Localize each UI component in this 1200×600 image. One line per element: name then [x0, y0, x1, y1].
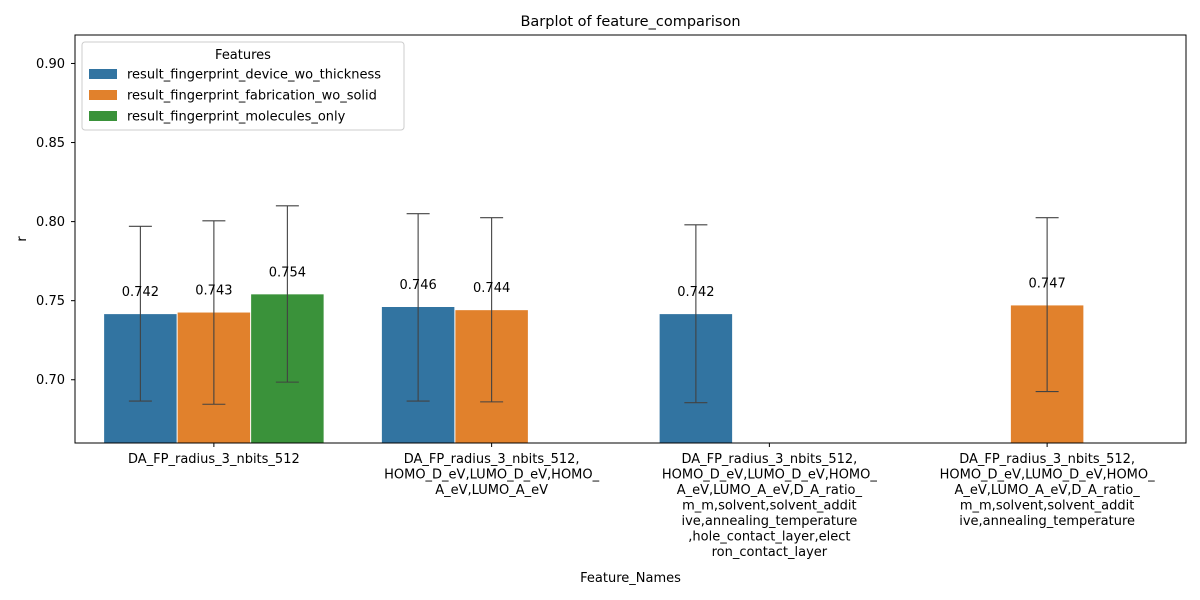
data-label-1-1: 0.744 — [473, 281, 510, 296]
x-axis-label: Feature_Names — [580, 571, 681, 586]
x-tick-label-line: ive,annealing_temperature — [959, 514, 1135, 529]
x-tick-label-line: ive,annealing_temperature — [681, 514, 857, 529]
y-axis-label: r — [15, 236, 30, 242]
legend-swatch-2 — [89, 111, 117, 121]
y-tick-label-3: 0.85 — [36, 136, 65, 151]
x-tick-label-line: HOMO_D_eV,LUMO_D_eV,HOMO_ — [940, 468, 1156, 483]
x-tick-label-line: DA_FP_radius_3_nbits_512, — [959, 452, 1135, 467]
data-label-0-1: 0.746 — [400, 278, 437, 293]
y-tick-label-2: 0.80 — [36, 215, 65, 230]
legend-title: Features — [215, 48, 271, 63]
data-label-1-0: 0.743 — [195, 284, 232, 299]
y-tick-label-4: 0.90 — [36, 57, 65, 72]
y-tick-label-0: 0.70 — [36, 373, 65, 388]
x-tick-label-line: m_m,solvent,solvent_addit — [682, 499, 857, 514]
x-tick-label-2: DA_FP_radius_3_nbits_512, HOMO_D_eV,LUMO_… — [662, 452, 878, 560]
data-label-0-0: 0.742 — [122, 285, 159, 300]
legend-label-0: result_fingerprint_device_wo_thickness — [127, 68, 381, 83]
x-tick-label-line: m_m,solvent,solvent_addit — [960, 499, 1135, 514]
y-tick-label-1: 0.75 — [36, 294, 65, 309]
bars-layer — [104, 294, 1084, 443]
x-tick-label-line: DA_FP_radius_3_nbits_512, — [681, 452, 857, 467]
x-axis: DA_FP_radius_3_nbits_512 DA_FP_radius_3_n… — [128, 443, 1155, 560]
x-tick-label-line: HOMO_D_eV,LUMO_D_eV,HOMO_ — [662, 468, 878, 483]
legend-label-2: result_fingerprint_molecules_only — [127, 110, 346, 125]
error-bars-layer — [128, 205, 1059, 405]
x-tick-label-0: DA_FP_radius_3_nbits_512 — [128, 452, 300, 467]
x-tick-label-line: A_eV,LUMO_A_eV,D_A_ratio_ — [954, 483, 1140, 498]
x-tick-label-line: A_eV,LUMO_A_eV — [435, 483, 548, 498]
legend-box — [81, 41, 405, 131]
data-label-0-2: 0.742 — [677, 285, 714, 300]
x-tick-label-1: DA_FP_radius_3_nbits_512, HOMO_D_eV,LUMO_… — [384, 452, 600, 498]
x-tick-label-line: HOMO_D_eV,LUMO_D_eV,HOMO_ — [384, 468, 600, 483]
x-tick-label-line: ron_contact_layer — [712, 545, 828, 560]
x-tick-label-line: A_eV,LUMO_A_eV,D_A_ratio_ — [677, 483, 863, 498]
data-labels-layer: 0.742 0.746 0.742 0.743 0.744 0.747 0.754 — [122, 265, 1066, 300]
x-tick-label-3: DA_FP_radius_3_nbits_512, HOMO_D_eV,LUMO_… — [940, 452, 1156, 529]
x-tick-label-line: ,hole_contact_layer,elect — [688, 530, 850, 545]
legend: Features result_fingerprint_device_wo_th… — [81, 41, 405, 131]
legend-items: result_fingerprint_device_wo_thicknessre… — [89, 68, 381, 125]
plot-area-frame — [74, 34, 1187, 444]
data-label-1-3: 0.747 — [1029, 276, 1066, 291]
x-tick-label-line: DA_FP_radius_3_nbits_512, — [404, 452, 580, 467]
x-tick-label-line: DA_FP_radius_3_nbits_512 — [128, 452, 300, 467]
y-axis: 0.70 0.75 0.80 0.85 0.90 — [36, 57, 75, 388]
data-label-2-0: 0.754 — [269, 265, 306, 280]
chart-title: Barplot of feature_comparison — [520, 14, 740, 30]
legend-label-1: result_fingerprint_fabrication_wo_solid — [127, 89, 377, 104]
legend-swatch-0 — [89, 69, 117, 79]
legend-swatch-1 — [89, 90, 117, 100]
